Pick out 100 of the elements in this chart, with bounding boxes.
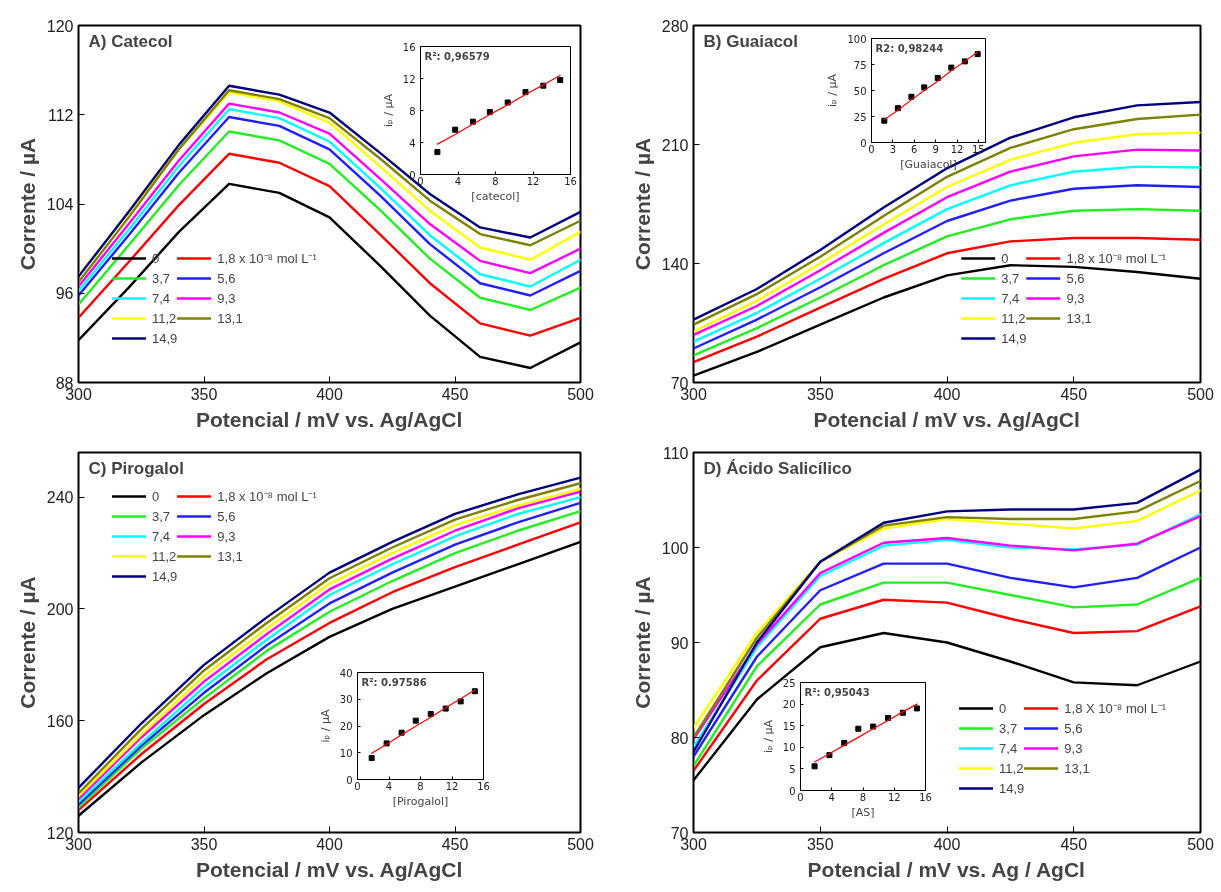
y-axis-title: iₚ / µA — [761, 719, 775, 753]
y-axis-title: iₚ / µA — [826, 73, 840, 107]
point — [434, 149, 441, 156]
chart-title: B) Guaiacol — [703, 31, 798, 51]
point — [368, 755, 375, 762]
x-tick-label: 12 — [887, 791, 901, 803]
y-tick-label: 160 — [46, 712, 74, 730]
x-tick-label: 16 — [919, 791, 932, 803]
legend-label: 7,4 — [999, 740, 1019, 756]
chart-title: C) Pirogalol — [88, 458, 184, 478]
legend-label: 9,3 — [1066, 290, 1086, 306]
x-axis-title: [Guaiacol] — [900, 157, 957, 171]
x-tick-label: 350 — [190, 385, 218, 403]
legend-label: 3,7 — [152, 270, 172, 286]
y-tick-label: 12 — [402, 73, 416, 85]
y-tick-label: 25 — [782, 677, 796, 689]
y-tick-label: 112 — [47, 106, 74, 124]
x-tick-label: 12 — [526, 175, 540, 187]
y-tick-label: 30 — [339, 694, 353, 706]
legend-label: 13,1 — [1066, 310, 1092, 326]
x-tick-label: 400 — [316, 385, 343, 403]
annotation: R²: 0.97586 — [361, 676, 427, 688]
y-tick-label: 90 — [670, 634, 689, 652]
legend-label: 5,6 — [217, 270, 237, 286]
y-tick-label: 10 — [339, 747, 353, 759]
legend-label: 14,9 — [152, 330, 178, 346]
x-tick-label: 12 — [950, 143, 964, 155]
x-tick-label: 350 — [190, 835, 218, 853]
point — [427, 710, 434, 717]
legend-label: 13,1 — [1064, 760, 1090, 776]
legend-label: 0 — [1001, 250, 1010, 266]
x-tick-label: 16 — [477, 780, 490, 792]
x-axis-title: Potencial / mV vs. Ag/AgCl — [195, 857, 463, 881]
x-tick-label: 0 — [354, 780, 361, 792]
x-tick-label: 350 — [806, 835, 834, 853]
y-tick-label: 100 — [847, 33, 867, 45]
y-tick-label: 5 — [789, 763, 796, 775]
x-tick-label: 16 — [564, 175, 577, 187]
legend-label: 1,8 X 10⁻⁸ mol L⁻¹ — [1064, 700, 1166, 717]
y-tick-label: 104 — [46, 196, 74, 213]
x-tick-label: 8 — [417, 780, 424, 792]
y-tick-label: 75 — [853, 59, 867, 71]
y-tick-label: 96 — [55, 285, 74, 303]
point — [557, 77, 564, 84]
legend-label: 5,6 — [217, 508, 237, 524]
legend-label: 11,2 — [152, 310, 177, 326]
y-axis-title: Corrente / µA — [630, 576, 654, 709]
y-tick-label: 10 — [782, 742, 796, 754]
x-axis-title: Potencial / mV vs. Ag/AgCl — [813, 407, 1080, 431]
legend-label: 0 — [999, 700, 1008, 716]
line-series — [78, 130, 581, 312]
legend-label: 14,9 — [1001, 330, 1027, 346]
legend-label: 0 — [152, 488, 161, 504]
y-tick-label: 20 — [339, 721, 353, 732]
point — [412, 717, 419, 724]
legend-label: 14,9 — [999, 780, 1025, 796]
line-series — [693, 207, 1201, 357]
legend-label: 3,7 — [1001, 270, 1021, 286]
y-axis-title: Corrente / µA — [15, 137, 39, 271]
point — [908, 93, 915, 100]
x-tick-label: 500 — [1187, 835, 1214, 853]
legend-label: 11,2 — [999, 760, 1024, 776]
y-tick-label: 16 — [402, 41, 416, 53]
point — [811, 763, 818, 770]
x-tick-label: 400 — [933, 385, 961, 403]
y-tick-label: 110 — [662, 444, 689, 462]
x-tick-label: 6 — [911, 143, 918, 155]
x-tick-label: 450 — [1060, 835, 1088, 853]
legend-label: 7,4 — [1001, 290, 1021, 306]
point — [855, 725, 862, 732]
y-tick-label: 25 — [853, 111, 867, 123]
x-tick-label: 15 — [972, 143, 985, 155]
y-tick-label: 140 — [661, 255, 689, 273]
point — [452, 126, 459, 133]
y-tick-label: 40 — [339, 667, 353, 679]
legend-label: 1,8 x 10⁻⁸ mol L⁻¹ — [1066, 250, 1166, 267]
x-tick-label: 0 — [417, 175, 424, 187]
legend-label: 3,7 — [152, 508, 172, 524]
y-tick-label: 240 — [46, 489, 74, 507]
y-axis-title: Corrente / µA — [15, 576, 39, 709]
x-axis-title: [Pirogalol] — [392, 794, 449, 808]
y-axis-title: iₚ / µA — [381, 93, 395, 127]
x-axis-title: Potencial / mV vs. Ag / AgCl — [807, 857, 1085, 881]
line-series — [693, 546, 1201, 758]
x-axis-title: Potencial / mV vs. Ag/AgCl — [195, 407, 463, 431]
y-axis-title: Corrente / µA — [630, 137, 654, 271]
x-tick-label: 400 — [316, 835, 343, 853]
y-axis-title: iₚ / µA — [318, 709, 332, 743]
legend-label: 1,8 x 10⁻⁸ mol L⁻¹ — [217, 488, 317, 505]
annotation: R2: 0,98244 — [875, 42, 944, 54]
x-axis-title: [catecol] — [471, 189, 520, 203]
y-tick-label: 100 — [661, 539, 689, 557]
x-tick-label: 450 — [441, 835, 469, 853]
y-tick-label: 20 — [782, 699, 796, 711]
y-tick-label: 15 — [782, 720, 796, 732]
legend-label: 7,4 — [152, 290, 172, 306]
legend-label: 5,6 — [1064, 720, 1084, 736]
y-tick-label: 210 — [661, 136, 689, 154]
x-tick-label: 500 — [1187, 385, 1214, 403]
legend-label: 9,3 — [1064, 740, 1084, 756]
